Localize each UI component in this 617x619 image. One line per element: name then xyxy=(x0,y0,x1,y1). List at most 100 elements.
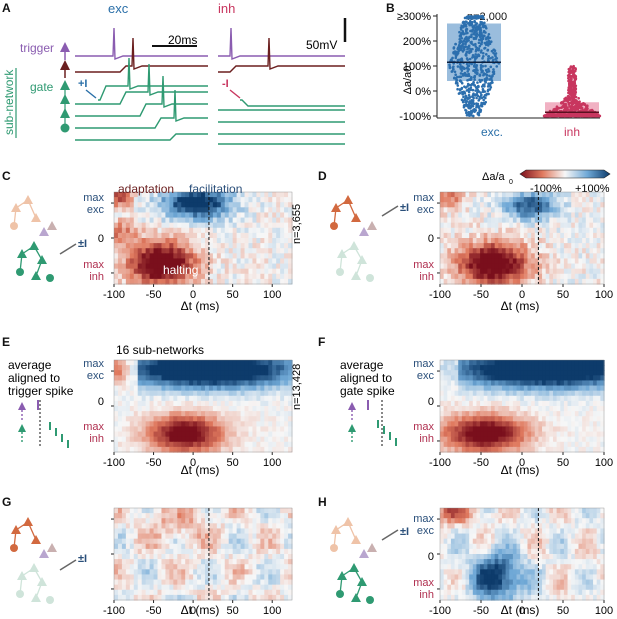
heatmap-cell xyxy=(197,197,202,203)
heatmap-cell xyxy=(121,426,127,433)
heatmap-cell xyxy=(469,406,474,412)
heatmap-cell xyxy=(545,197,550,203)
heatmap-cell xyxy=(137,248,143,254)
heatmap-cell xyxy=(516,197,521,203)
heatmap-cell xyxy=(216,232,222,239)
heatmap-cell xyxy=(216,513,222,519)
heatmap-cell xyxy=(450,238,456,244)
heatmap-cell xyxy=(476,441,481,448)
heatmap-cell xyxy=(149,360,155,366)
heatmap-cell xyxy=(276,365,281,371)
heatmap-cell xyxy=(589,278,594,285)
heatmap-cell xyxy=(280,385,285,392)
heatmap-cell xyxy=(574,370,580,376)
heatmap-cell xyxy=(491,263,496,270)
heatmap-cell xyxy=(149,421,155,428)
heatmap-cell xyxy=(571,395,576,402)
heatmap-cell xyxy=(189,232,194,239)
exc-point xyxy=(457,92,461,95)
heatmap-cell xyxy=(149,273,155,280)
heatmap-cell xyxy=(228,278,234,285)
heatmap-cell xyxy=(527,207,532,214)
heatmap-cell xyxy=(185,227,190,234)
heatmap-cell xyxy=(476,400,481,407)
heatmap-cell xyxy=(501,217,507,224)
heatmap-cell xyxy=(542,258,547,265)
heatmap-cell xyxy=(443,222,448,229)
heatmap-cell xyxy=(114,232,119,239)
heatmap-cell xyxy=(169,431,174,438)
heatmap-cell xyxy=(208,192,214,198)
heatmap-cell xyxy=(252,400,257,407)
heatmap-cell xyxy=(228,207,234,214)
heatmap-cell xyxy=(450,416,456,422)
heatmap-cell xyxy=(153,390,159,397)
exc-point xyxy=(491,70,495,74)
heatmap-cell xyxy=(145,227,151,234)
heatmap-cell xyxy=(469,446,474,453)
heatmap-cell xyxy=(181,370,186,376)
heatmap-cell xyxy=(545,253,550,260)
heatmap-cell xyxy=(280,263,285,270)
heatmap-cell xyxy=(491,248,496,254)
heatmap-cell xyxy=(117,227,123,234)
heatmap-cell xyxy=(125,446,131,453)
heatmap-cell xyxy=(440,436,445,443)
heatmap-cell xyxy=(443,395,448,402)
heatmap-cell xyxy=(571,365,576,371)
heatmap-cell xyxy=(276,436,281,443)
heatmap-cell xyxy=(145,508,151,514)
heatmap-cell xyxy=(228,263,234,270)
heatmap-cell xyxy=(600,411,605,417)
heatmap-cell xyxy=(585,202,591,208)
heatmap-cell xyxy=(228,441,234,448)
heatmap-cell xyxy=(440,258,445,265)
heatmap-cell xyxy=(181,278,186,285)
exc-point xyxy=(471,100,475,104)
exc-point xyxy=(460,81,464,85)
heatmap-cell xyxy=(204,375,210,382)
panel-b-ytick-label: -100% xyxy=(399,111,431,123)
exc-point xyxy=(471,88,475,92)
exc-point xyxy=(460,86,464,90)
heatmap-cell xyxy=(264,421,269,428)
exc-point xyxy=(455,79,458,82)
heatmap-cell xyxy=(248,238,254,244)
heatmap-cell xyxy=(157,400,163,407)
heatmap-cell xyxy=(181,202,186,208)
heatmap-cell xyxy=(161,248,167,254)
heatmap-cell xyxy=(173,232,178,239)
heatmap-cell xyxy=(125,192,131,198)
heatmap-cell xyxy=(563,232,569,239)
heatmap-cell xyxy=(600,227,605,234)
heatmap-cell xyxy=(600,212,605,219)
heatmap-cell xyxy=(145,518,151,524)
heatmap-cell xyxy=(600,202,605,208)
heatmap-cell xyxy=(276,217,281,224)
heatmap-cell xyxy=(538,426,543,433)
heatmap-cell xyxy=(545,248,550,254)
heatmap-cell xyxy=(480,243,485,249)
panel-b-plot xyxy=(447,14,602,118)
heatmap-cell xyxy=(204,253,210,260)
heatmap-cell xyxy=(121,222,127,229)
exc-point xyxy=(480,104,484,108)
heatmap-cell xyxy=(516,258,521,265)
heatmap-cell xyxy=(149,207,155,214)
heatmap-cell xyxy=(117,232,123,239)
heatmap-cell xyxy=(560,238,565,244)
heatmap-cell xyxy=(549,406,554,412)
heatmap-cell xyxy=(552,253,558,260)
heatmap-cell xyxy=(472,192,478,198)
heatmap-cell xyxy=(498,360,503,366)
heatmap-cell xyxy=(208,273,214,280)
heatmap-cell xyxy=(173,202,178,208)
heatmap-cell xyxy=(197,416,202,422)
heatmap-cell xyxy=(141,248,147,254)
heatmap-cell xyxy=(516,446,521,453)
heatmap-cell xyxy=(193,212,198,219)
heatmap-cell xyxy=(480,370,485,376)
heatmap-cell xyxy=(501,446,507,453)
heatmap-cell xyxy=(498,248,503,254)
exc-point xyxy=(467,106,471,110)
